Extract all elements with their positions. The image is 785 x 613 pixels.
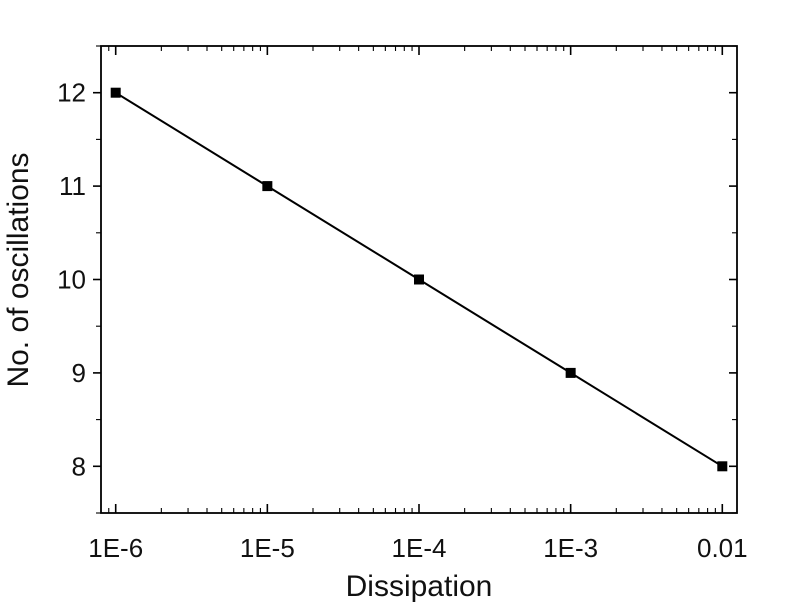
data-point: [262, 181, 273, 192]
data-markers: [110, 87, 728, 472]
data-point: [414, 274, 424, 285]
y-tick-label: 12: [57, 78, 86, 108]
data-point: [565, 367, 576, 378]
y-tick-label: 8: [72, 451, 86, 481]
data-point: [110, 87, 121, 98]
x-tick-label: 0.01: [697, 533, 748, 563]
y-tick-label: 11: [59, 171, 86, 201]
y-tick-label: 10: [57, 265, 86, 295]
tick-labels: 1E-6 1E-5 1E-4 1E-3 0.01 8 9 10 11 12: [57, 78, 748, 563]
y-axis-title: No. of oscillations: [2, 152, 35, 387]
major-ticks: [93, 46, 737, 513]
x-tick-label: 1E-5: [240, 533, 295, 563]
data-point: [717, 461, 728, 472]
x-tick-label: 1E-3: [543, 533, 598, 563]
x-tick-label: 1E-6: [88, 533, 143, 563]
x-axis-title: Dissipation: [346, 570, 493, 603]
minor-ticks: [96, 45, 737, 514]
y-tick-label: 9: [72, 358, 86, 388]
x-tick-label: 1E-4: [392, 533, 447, 563]
